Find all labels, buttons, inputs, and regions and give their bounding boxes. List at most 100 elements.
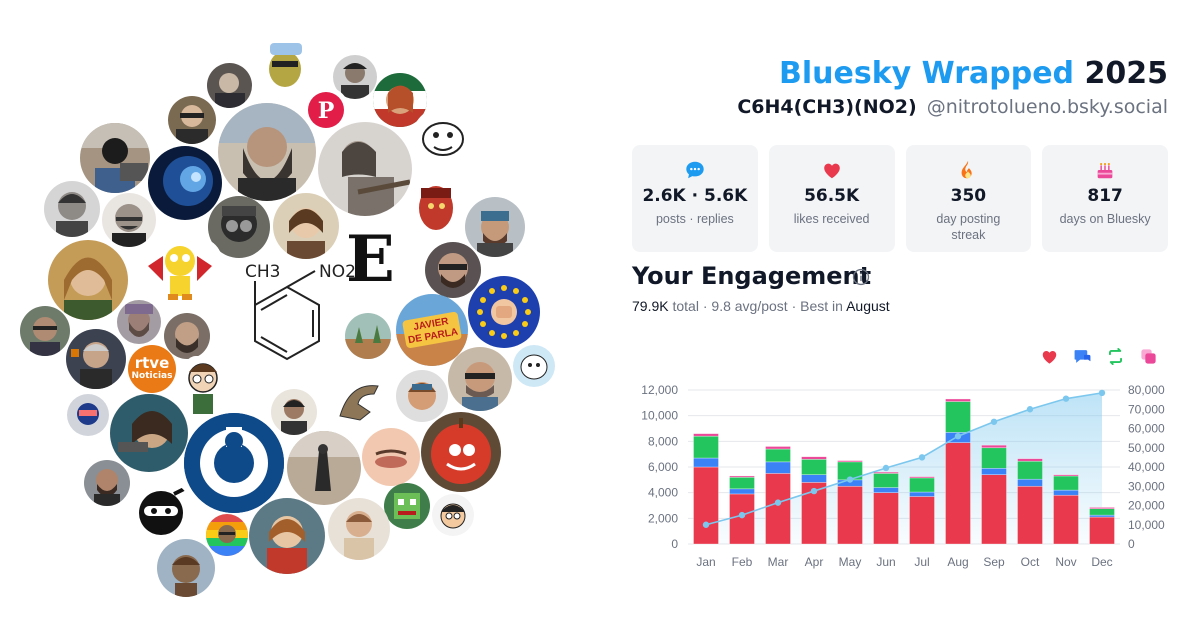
avatar[interactable] [345, 313, 391, 359]
brand-title: Bluesky Wrapped [779, 56, 1075, 91]
bar-segment [693, 433, 719, 437]
chart-legend [1040, 347, 1158, 366]
bar-segment [909, 477, 935, 493]
x-tick-label: Aug [947, 555, 968, 569]
bar-segment [981, 447, 1007, 469]
bar-segment [693, 435, 719, 459]
avatar[interactable] [44, 181, 100, 237]
bar-segment [1017, 485, 1043, 545]
avatar[interactable] [258, 35, 312, 89]
avatar[interactable] [330, 372, 388, 430]
avatar[interactable] [396, 370, 448, 422]
bar-segment [837, 485, 863, 545]
bar-segment [801, 456, 827, 460]
avatar[interactable] [20, 306, 70, 356]
avatar[interactable] [130, 480, 192, 542]
y-tick-left: 6,000 [648, 460, 678, 474]
bar-segment [1089, 508, 1115, 516]
bar-segment [765, 446, 791, 450]
avatar[interactable] [138, 236, 222, 306]
quote-icon[interactable] [1139, 347, 1158, 366]
bar-segment [1053, 489, 1079, 496]
x-tick-label: Feb [732, 555, 753, 569]
avatar[interactable] [102, 193, 156, 247]
avatar[interactable] [117, 300, 161, 344]
flame-icon [961, 160, 973, 179]
avatar[interactable] [413, 178, 459, 240]
big-letter-logo: E [346, 222, 395, 297]
avatar[interactable] [362, 428, 420, 486]
y-tick-left: 10,000 [641, 409, 678, 423]
no2-label: NO2 [319, 262, 356, 282]
cumulative-point [918, 454, 926, 461]
stat-label: posts · replies [655, 212, 734, 226]
avatar[interactable] [110, 394, 188, 472]
avatar[interactable] [328, 498, 390, 560]
avatar[interactable]: JAVIER DE PARLA [396, 294, 468, 366]
avatar[interactable] [164, 313, 210, 359]
avatar[interactable] [421, 412, 501, 492]
avatar[interactable] [273, 193, 339, 259]
repost-icon[interactable] [1106, 347, 1125, 366]
avatar[interactable] [48, 240, 128, 320]
avatar[interactable]: P [303, 87, 349, 133]
stat-card-likes: 56.5K likes received [768, 145, 895, 252]
avatar[interactable] [80, 123, 150, 193]
bar-segment [873, 471, 899, 474]
avatar[interactable] [206, 514, 248, 556]
avatar[interactable] [468, 276, 540, 348]
avatar[interactable] [67, 394, 109, 436]
cumulative-point [1098, 389, 1106, 397]
x-tick-label: Nov [1055, 555, 1076, 569]
bar-segment [765, 473, 791, 545]
avatar[interactable] [84, 460, 130, 506]
cumulative-point [738, 511, 746, 519]
user-handle[interactable]: @nitrotolueno.bsky.social [926, 96, 1168, 118]
x-tick-label: Jun [876, 555, 895, 569]
engagement-total-word: total [672, 298, 699, 314]
speech-bubble-icon [686, 161, 704, 179]
bar-segment [693, 466, 719, 545]
engagement-chart: 0 2,000 4,000 6,000 8,000 10,000 12,000 0 10,000… [641, 383, 1165, 569]
avatar[interactable] [207, 63, 252, 108]
x-tick-label: May [839, 555, 862, 569]
bar-segment [693, 457, 719, 468]
avatar[interactable] [181, 356, 225, 418]
bar-segment [837, 460, 863, 463]
avatar[interactable] [425, 242, 481, 298]
avatar[interactable] [271, 389, 317, 435]
cumulative-point [882, 464, 890, 472]
bar-segment [945, 442, 971, 545]
avatar[interactable] [412, 107, 474, 169]
info-icon[interactable] [852, 268, 870, 286]
y-tick-right: 10,000 [1128, 518, 1165, 532]
avatar[interactable] [148, 146, 222, 220]
bar-segment [945, 398, 971, 402]
avatar[interactable] [249, 498, 325, 574]
avatar[interactable] [66, 329, 126, 389]
avatar-collage: P J [20, 35, 555, 597]
avatar[interactable] [465, 197, 525, 257]
x-tick-label: Dec [1091, 555, 1112, 569]
avatar[interactable] [318, 122, 412, 216]
y-tick-right: 30,000 [1128, 479, 1165, 493]
avatar[interactable] [218, 103, 316, 201]
cake-icon [1097, 162, 1113, 179]
stat-card-days: 817 days on Bluesky [1042, 145, 1168, 252]
reply-icon[interactable] [1073, 347, 1092, 366]
stat-card-streak: 350 day posting streak [905, 145, 1032, 252]
avatar[interactable] [333, 55, 377, 99]
heart-icon[interactable] [1040, 347, 1059, 366]
avatar[interactable] [432, 494, 474, 536]
avatar[interactable] [513, 345, 555, 387]
engagement-best-prefix: Best in [800, 298, 843, 314]
avatar[interactable] [157, 539, 215, 597]
avatar-rtve[interactable]: rtve Noticias [128, 345, 176, 393]
avatar[interactable] [184, 413, 284, 513]
avatar[interactable] [448, 347, 512, 411]
avatar[interactable] [168, 96, 216, 144]
svg-text:P: P [318, 98, 335, 124]
avatar[interactable] [384, 483, 430, 529]
x-tick-label: Sep [983, 555, 1005, 569]
avatar[interactable] [287, 431, 361, 505]
